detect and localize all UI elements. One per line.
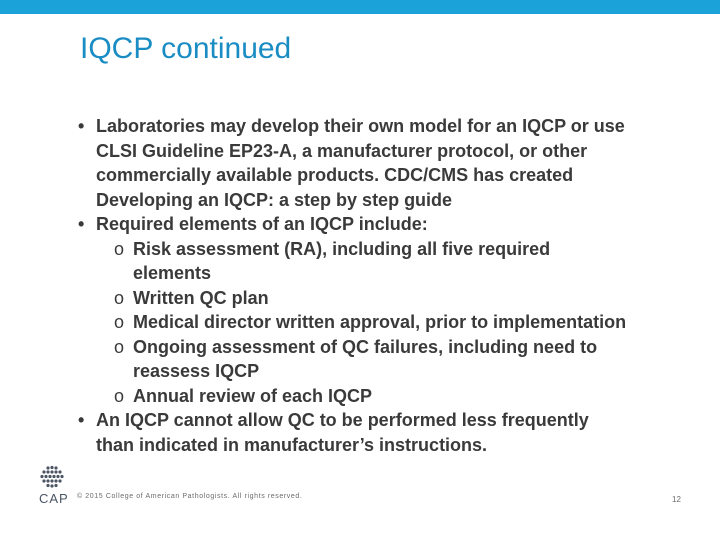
sub-bullet-item: o Medical director written approval, pri…: [77, 310, 702, 335]
bullet-line: CLSI Guideline EP23-A, a manufacturer pr…: [96, 140, 588, 161]
bullet-line: than indicated in manufacturer’s instruc…: [96, 434, 488, 455]
bullet-line: commercially available products. CDC/CMS…: [96, 165, 574, 185]
bullet-item: • An IQCP cannot allow QC to be performe…: [77, 408, 702, 457]
sub-bullet-marker: o: [114, 238, 125, 259]
bullet-marker: •: [78, 410, 85, 430]
sub-bullet-line: Written QC plan: [133, 287, 269, 308]
bullet-marker: •: [78, 214, 85, 234]
sub-bullet-line: Annual review of each IQCP: [133, 385, 373, 406]
sub-bullet-marker: o: [114, 336, 125, 357]
sub-bullet-marker: o: [114, 312, 125, 332]
sub-bullet-item: o Written QC plan: [77, 286, 702, 311]
bullet-item: • Required elements of an IQCP include:: [77, 212, 702, 237]
bullet-line: Required elements of an IQCP include:: [96, 214, 428, 234]
sub-bullet-line: elements: [133, 263, 212, 283]
top-accent-bar: [0, 0, 720, 14]
sub-bullet-item: o Ongoing assessment of QC failures, inc…: [77, 335, 702, 384]
bullet-marker: •: [78, 116, 85, 136]
bullet-line: An IQCP cannot allow QC to be performed …: [96, 410, 589, 430]
sub-bullet-marker: o: [114, 287, 125, 308]
sub-bullet-item: o Risk assessment (RA), including all fi…: [77, 237, 702, 286]
sub-bullet-marker: o: [114, 385, 125, 406]
cap-logo-text: CAP: [39, 491, 69, 506]
copyright-footer: © 2015 College of American Pathologists.…: [77, 493, 303, 500]
sub-bullet-line: Medical director written approval, prior…: [133, 312, 627, 332]
sub-bullet-line: Risk assessment (RA), including all five…: [133, 238, 551, 259]
bullet-item: • Laboratories may develop their own mod…: [77, 114, 702, 212]
bullet-line: Developing an IQCP: a step by step guide: [96, 189, 453, 210]
sub-bullet-line: reassess IQCP: [133, 361, 260, 381]
slide-title: IQCP continued: [80, 32, 292, 65]
slide-content: • Laboratories may develop their own mod…: [77, 114, 702, 457]
cap-logo-icon: [40, 465, 64, 488]
sub-bullet-line: Ongoing assessment of QC failures, inclu…: [133, 336, 598, 357]
page-number: 12: [672, 495, 681, 504]
bullet-line: Laboratories may develop their own model…: [96, 116, 625, 136]
sub-bullet-item: o Annual review of each IQCP: [77, 384, 702, 409]
